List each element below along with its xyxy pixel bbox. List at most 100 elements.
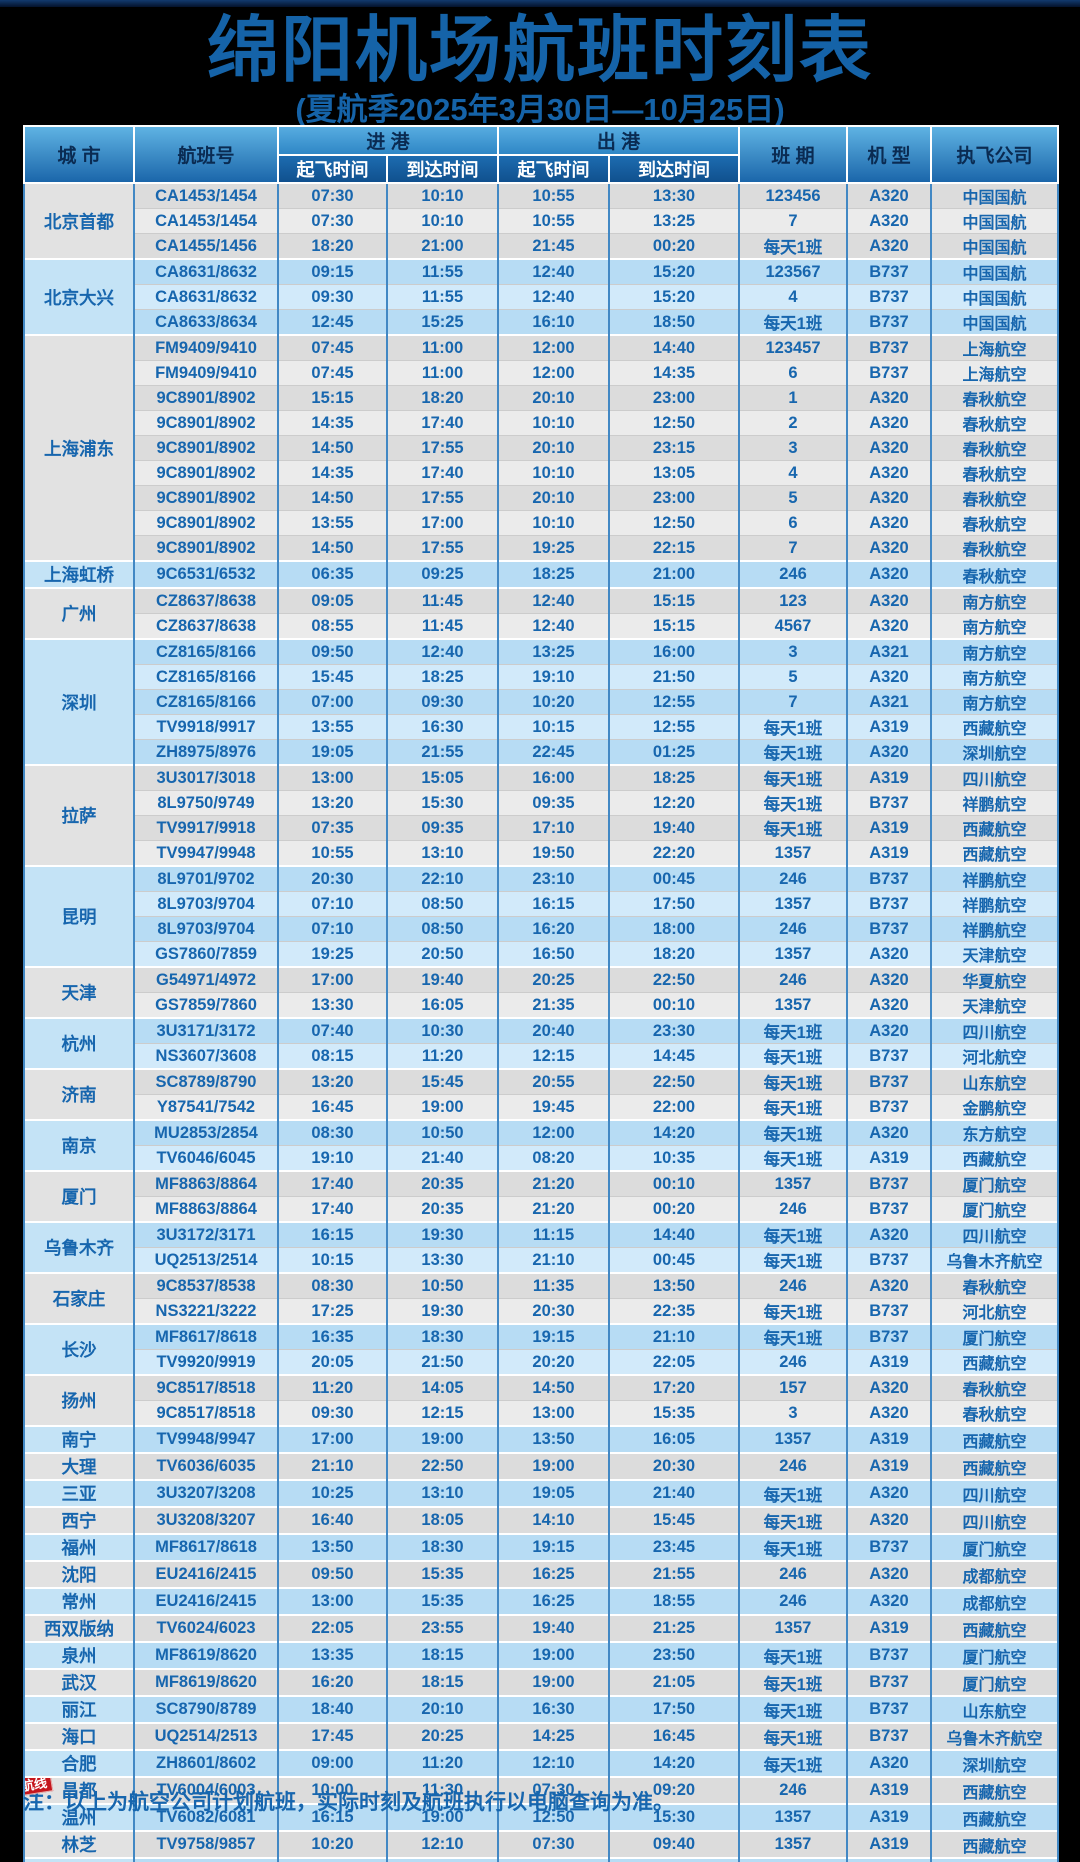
table-row: 常州 EU2416/2415 13:00 15:35 16:25 18:55 246 A320… — [23, 1587, 1059, 1615]
aircraft-cell: A319 — [846, 1349, 932, 1375]
schedule-cell: 246 — [738, 1272, 848, 1299]
outbound-arr-cell: 23:30 — [608, 1017, 740, 1044]
inbound-arr-cell: 18:15 — [386, 1668, 499, 1696]
schedule-cell: 157 — [738, 1374, 848, 1401]
aircraft-cell: A319 — [846, 1614, 932, 1642]
airline-cell: 春秋航空 — [930, 410, 1059, 436]
flight-no-cell: 8L9703/9704 — [133, 916, 279, 942]
aircraft-cell: B737 — [846, 1247, 932, 1273]
city-cell: 昆明 — [23, 865, 135, 967]
inbound-dep-cell: 09:00 — [277, 1749, 388, 1777]
flight-no-cell: CA1453/1454 — [133, 182, 279, 209]
flight-no-cell: TV9918/9917 — [133, 714, 279, 740]
city-cell: 北京首都 — [23, 182, 135, 259]
table-row: 扬州 9C8517/8518 11:20 14:05 14:50 17:20 157 A320… — [23, 1374, 1059, 1426]
inbound-arr-cell: 22:10 — [386, 865, 499, 892]
inbound-dep-cell: 07:00 — [277, 689, 388, 715]
inbound-dep-cell: 22:05 — [277, 1614, 388, 1642]
aircraft-cell: B737 — [846, 1196, 932, 1222]
table-row: 济南 SC8789/8790 13:20 15:45 20:55 22:50 每天1班 B73… — [23, 1068, 1059, 1120]
outbound-arr-cell: 20:30 — [608, 1452, 740, 1480]
table-row: 沈阳 EU2416/2415 09:50 15:35 16:25 21:55 246 A320… — [23, 1560, 1059, 1588]
airline-cell: 南方航空 — [930, 689, 1059, 715]
outbound-dep-cell: 10:20 — [497, 689, 610, 715]
header-schedule: 班 期 — [738, 125, 848, 184]
inbound-dep-cell: 19:05 — [277, 739, 388, 765]
flight-no-cell: 9C8517/8518 — [133, 1374, 279, 1401]
flight-no-cell: CA8633/8634 — [133, 309, 279, 335]
airline-cell: 厦门航空 — [930, 1323, 1059, 1350]
aircraft-cell: A320 — [846, 1560, 932, 1588]
outbound-arr-cell: 13:50 — [608, 1272, 740, 1299]
outbound-dep-cell: 16:50 — [497, 941, 610, 967]
inbound-dep-cell: 16:20 — [277, 1668, 388, 1696]
schedule-cell: 每天1班 — [738, 1094, 848, 1120]
airline-cell: 西藏航空 — [930, 1803, 1059, 1831]
flight-no-cell: 3U3017/3018 — [133, 764, 279, 791]
inbound-arr-cell: 20:50 — [386, 941, 499, 967]
aircraft-cell: B737 — [846, 1641, 932, 1669]
inbound-dep-cell: 17:00 — [277, 966, 388, 993]
aircraft-cell: B737 — [846, 865, 932, 892]
inbound-dep-cell: 07:40 — [277, 1017, 388, 1044]
outbound-dep-cell: 20:40 — [497, 1017, 610, 1044]
inbound-arr-cell: 19:30 — [386, 1298, 499, 1324]
inbound-dep-cell: 13:00 — [277, 764, 388, 791]
flight-no-cell: MF8863/8864 — [133, 1196, 279, 1222]
table-row: CA8631/8632 09:30 11:55 12:40 15:20 4 B737 中国国航 — [24, 284, 1059, 310]
flight-no-cell: MF8619/8620 — [133, 1641, 279, 1669]
table-row: 昌都 新航线 TV6004/6003 10:00 11:30 07:30 09:20 246 A… — [23, 1776, 1059, 1804]
table-row: 8L9750/9749 13:20 15:30 09:35 12:20 每天1班 B737 祥… — [24, 790, 1059, 816]
schedule-cell: 每天1班 — [738, 815, 848, 841]
flight-no-cell: Y87541/7542 — [133, 1094, 279, 1120]
inbound-arr-cell: 19:00 — [386, 1425, 499, 1453]
outbound-arr-cell: 19:40 — [608, 815, 740, 841]
outbound-arr-cell: 22:00 — [608, 1094, 740, 1120]
inbound-dep-cell: 09:50 — [277, 638, 388, 665]
airline-cell: 南方航空 — [930, 664, 1059, 690]
outbound-dep-cell: 12:00 — [497, 1119, 610, 1146]
flight-no-cell: 8L9703/9704 — [133, 891, 279, 917]
aircraft-cell: A320 — [846, 1749, 932, 1777]
outbound-arr-cell: 00:10 — [608, 1170, 740, 1197]
outbound-arr-cell: 12:20 — [608, 790, 740, 816]
page-subtitle: (夏航季2025年3月30日—10月25日) — [295, 92, 785, 127]
inbound-arr-cell: 20:35 — [386, 1196, 499, 1222]
city-cell: 南京 — [23, 1119, 135, 1171]
flight-no-cell: TV6046/6045 — [133, 1145, 279, 1171]
schedule-cell: 3 — [738, 435, 848, 461]
inbound-dep-cell: 08:15 — [277, 1043, 388, 1069]
inbound-dep-cell: 17:00 — [277, 1425, 388, 1453]
airline-cell: 春秋航空 — [930, 510, 1059, 536]
city-cell: 济南 — [23, 1068, 135, 1120]
schedule-cell: 246 — [738, 1196, 848, 1222]
inbound-arr-cell: 15:05 — [386, 764, 499, 791]
table-row: TV9947/9948 10:55 13:10 19:50 22:20 1357 A319 西… — [24, 840, 1059, 866]
flight-no-cell: TV9758/9857 — [133, 1830, 279, 1858]
outbound-arr-cell: 00:45 — [608, 865, 740, 892]
inbound-dep-cell: 06:35 — [277, 560, 388, 588]
inbound-dep-cell: 07:30 — [277, 182, 388, 209]
table-row: FM9409/9410 07:45 11:00 12:00 14:35 6 B737 上海航空 — [24, 360, 1059, 386]
schedule-cell: 246 — [738, 560, 848, 588]
schedule-cell: 7 — [738, 208, 848, 234]
aircraft-cell: A320 — [846, 664, 932, 690]
aircraft-cell: B737 — [846, 891, 932, 917]
outbound-dep-cell: 09:35 — [497, 790, 610, 816]
airline-cell: 四川航空 — [930, 1221, 1059, 1248]
aircraft-cell: A320 — [846, 941, 932, 967]
schedule-cell: 1357 — [738, 992, 848, 1018]
aircraft-cell: B737 — [846, 1170, 932, 1197]
schedule-cell: 每天1班 — [738, 1641, 848, 1669]
flight-no-cell: UQ2513/2514 — [133, 1247, 279, 1273]
inbound-arr-cell: 15:35 — [386, 1560, 499, 1588]
outbound-dep-cell: 19:45 — [497, 1094, 610, 1120]
table-row: 福州 MF8617/8618 13:50 18:30 19:15 23:45 每天1班 B73… — [23, 1533, 1059, 1561]
aircraft-cell: A320 — [846, 992, 932, 1018]
outbound-arr-cell: 18:25 — [608, 764, 740, 791]
airline-cell: 四川航空 — [930, 1506, 1059, 1534]
city-cell: 北京大兴 — [23, 258, 135, 335]
flight-no-cell: 3U3172/3171 — [133, 1221, 279, 1248]
outbound-dep-cell: 20:55 — [497, 1068, 610, 1095]
header-city: 城 市 — [23, 125, 135, 184]
